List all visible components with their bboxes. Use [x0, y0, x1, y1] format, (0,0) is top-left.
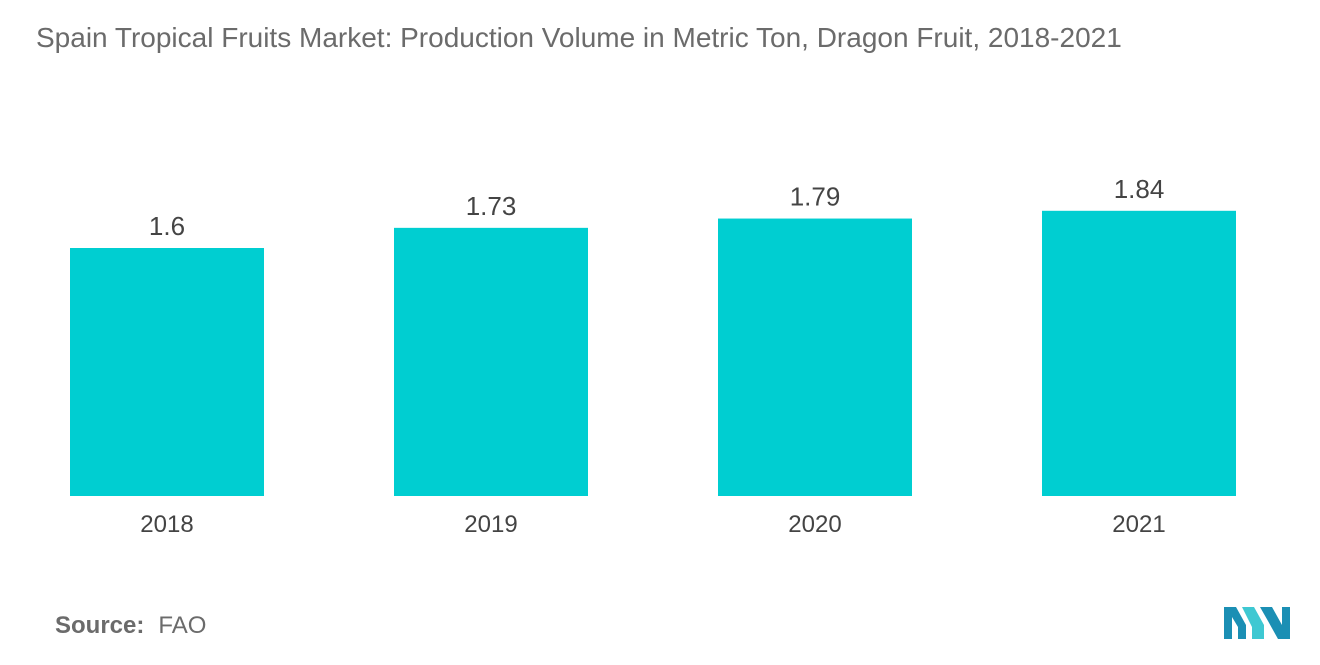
data-label-2021: 1.84 [1114, 174, 1165, 204]
mordor-intelligence-logo-icon [1224, 607, 1290, 639]
logo-shape-right [1260, 607, 1290, 639]
bar-2019 [394, 227, 588, 496]
bar-chart: 1.6 2018 1.73 2019 1.79 2020 1.84 2021 [70, 174, 1236, 538]
bar-2021 [1042, 210, 1236, 497]
source-label: Source: [55, 612, 145, 639]
x-tick-label-2020: 2020 [788, 511, 841, 538]
data-label-2020: 1.79 [790, 182, 841, 212]
logo-shape-left [1224, 607, 1246, 639]
x-tick-label-2018: 2018 [140, 511, 193, 538]
source-value: FAO [158, 612, 207, 639]
x-tick-label-2021: 2021 [1112, 511, 1165, 538]
logo-shape-mid [1242, 607, 1264, 639]
x-tick-label-2019: 2019 [464, 511, 517, 538]
bar-2020 [718, 218, 912, 497]
bar-2018 [70, 248, 264, 496]
chart-title: Spain Tropical Fruits Market: Production… [36, 22, 1122, 53]
source-note: Source: FAO [55, 612, 206, 640]
data-label-2018: 1.6 [149, 211, 185, 241]
data-label-2019: 1.73 [466, 191, 517, 221]
